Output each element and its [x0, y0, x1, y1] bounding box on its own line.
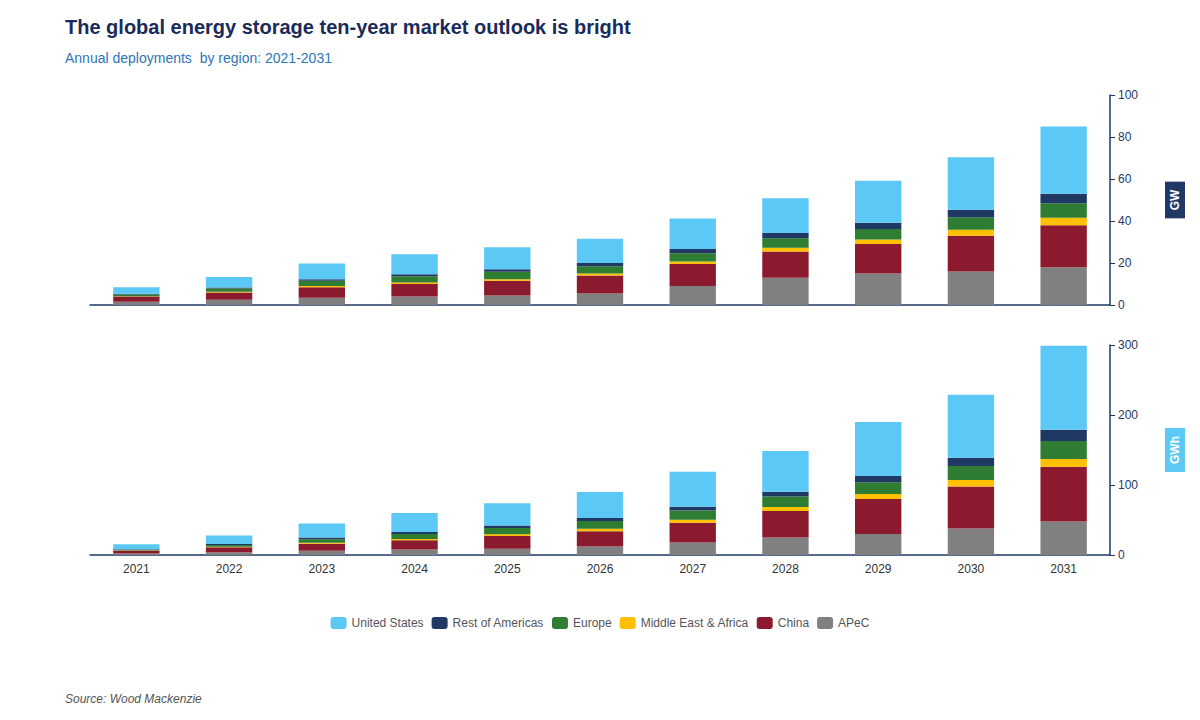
svg-text:United States: United States [352, 616, 424, 630]
svg-text:2029: 2029 [865, 562, 892, 576]
svg-text:China: China [778, 616, 810, 630]
svg-text:2026: 2026 [587, 562, 614, 576]
svg-text:60: 60 [1118, 172, 1132, 186]
svg-text:2030: 2030 [958, 562, 985, 576]
svg-text:2027: 2027 [679, 562, 706, 576]
svg-text:Rest of Americas: Rest of Americas [453, 616, 544, 630]
svg-text:40: 40 [1118, 214, 1132, 228]
svg-text:2025: 2025 [494, 562, 521, 576]
svg-text:2021: 2021 [123, 562, 150, 576]
svg-text:APeC: APeC [838, 616, 870, 630]
svg-text:0: 0 [1118, 548, 1125, 562]
svg-text:2024: 2024 [401, 562, 428, 576]
svg-text:Annual deployments by region:: Annual deployments by region: 2021-2031 [65, 50, 332, 66]
svg-text:2023: 2023 [308, 562, 335, 576]
svg-text:GWh: GWh [1168, 436, 1182, 464]
svg-text:GW: GW [1168, 189, 1182, 210]
svg-text:2028: 2028 [772, 562, 799, 576]
svg-text:20: 20 [1118, 256, 1132, 270]
svg-text:200: 200 [1118, 408, 1138, 422]
svg-text:100: 100 [1118, 88, 1138, 102]
svg-text:2031: 2031 [1050, 562, 1077, 576]
svg-text:Source: Wood Mackenzie: Source: Wood Mackenzie [65, 692, 202, 706]
svg-text:Europe: Europe [573, 616, 612, 630]
svg-text:300: 300 [1118, 338, 1138, 352]
svg-text:2022: 2022 [216, 562, 243, 576]
svg-text:Middle East & Africa: Middle East & Africa [641, 616, 749, 630]
svg-text:0: 0 [1118, 298, 1125, 312]
svg-text:The global energy storage ten-: The global energy storage ten-year marke… [65, 16, 631, 38]
svg-text:80: 80 [1118, 130, 1132, 144]
svg-text:100: 100 [1118, 478, 1138, 492]
